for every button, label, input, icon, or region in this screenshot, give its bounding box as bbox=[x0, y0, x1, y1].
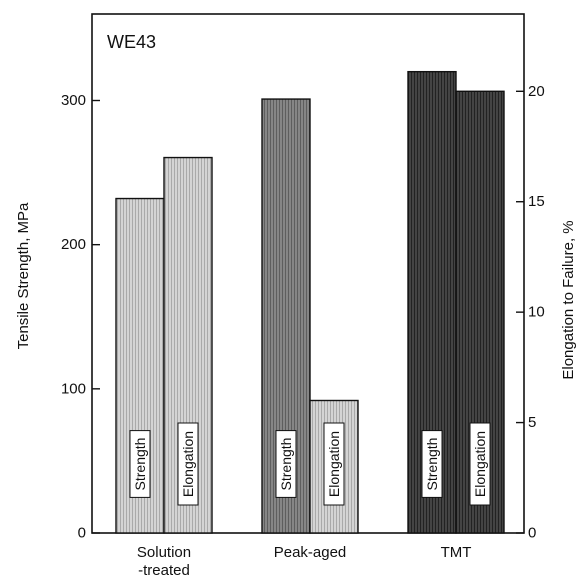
bar-label-elongation: Elongation bbox=[472, 431, 488, 497]
right-tick-label: 15 bbox=[528, 193, 545, 210]
bar-label-box bbox=[323, 422, 345, 506]
bar-labels-group: Strength Elongation Strength Elongation Stre… bbox=[129, 422, 491, 506]
right-tick-label: 0 bbox=[528, 525, 536, 542]
bar-label-strength: Strength bbox=[278, 438, 294, 491]
left-tick-label: 300 bbox=[61, 92, 86, 109]
bar-label-strength: Strength bbox=[424, 438, 440, 491]
bar-label-box bbox=[275, 430, 297, 498]
right-tick-label: 5 bbox=[528, 414, 536, 431]
bar-label-box bbox=[469, 422, 491, 506]
left-tick-label: 200 bbox=[61, 236, 86, 253]
category-label: Solution -treated bbox=[137, 544, 191, 579]
y-axis-title-left: Tensile Strength, MPa bbox=[15, 202, 32, 349]
y-axis-title-right: Elongation to Failure, % bbox=[560, 220, 577, 379]
category-label: TMT bbox=[441, 544, 472, 561]
bar-label-box bbox=[421, 430, 443, 498]
bar-label-box bbox=[129, 430, 151, 498]
right-tick-label: 20 bbox=[528, 83, 545, 100]
left-tick-label: 0 bbox=[78, 525, 86, 542]
right-tick-label: 10 bbox=[528, 304, 545, 321]
bar-label-elongation: Elongation bbox=[180, 431, 196, 497]
left-tick-label: 100 bbox=[61, 380, 86, 397]
bar-label-elongation: Elongation bbox=[326, 431, 342, 497]
bars-group bbox=[115, 70, 505, 534]
bar-label-box bbox=[177, 422, 199, 506]
bar-label-strength: Strength bbox=[132, 438, 148, 491]
category-label: Peak-aged bbox=[274, 544, 347, 561]
chart-annotation: WE43 bbox=[107, 32, 156, 52]
category-labels: Solution -treated Peak-aged TMT bbox=[137, 544, 472, 579]
right-axis: 0 5 10 15 20 bbox=[516, 83, 545, 542]
left-axis: 0 100 200 300 bbox=[61, 92, 100, 542]
